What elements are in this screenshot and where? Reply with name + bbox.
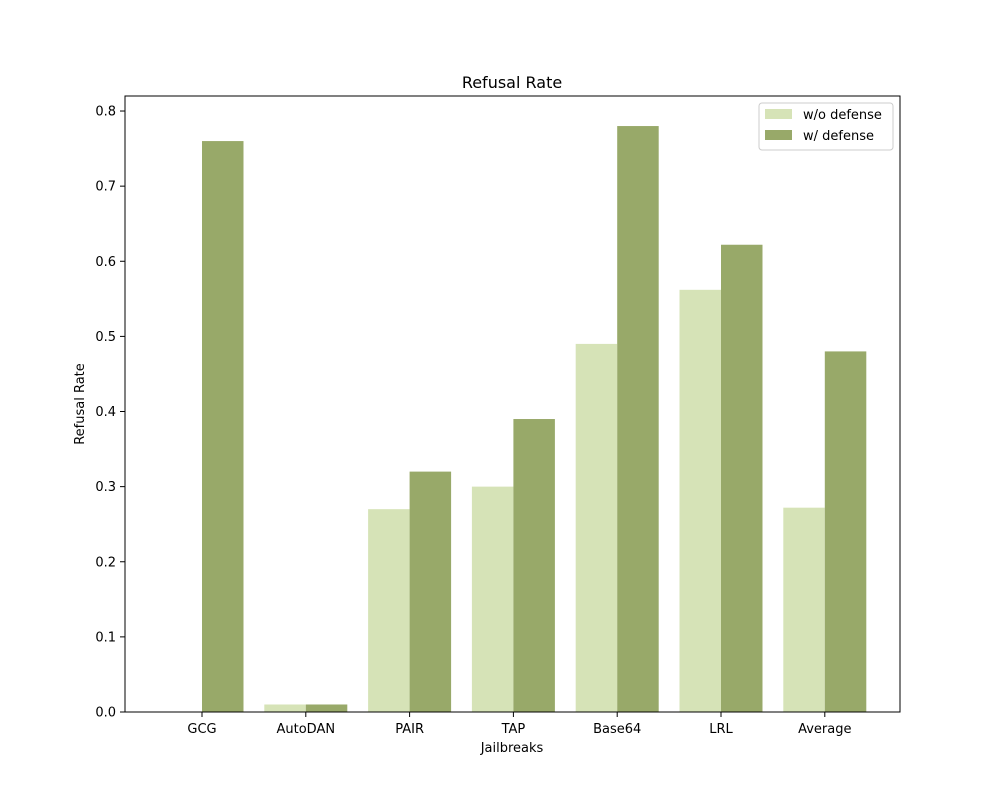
- bar-without-defense-pair: [368, 509, 410, 712]
- legend-label: w/ defense: [803, 129, 874, 144]
- y-tick-label: 0.4: [95, 405, 116, 420]
- plot-frame: [124, 95, 901, 713]
- legend-label: w/o defense: [803, 108, 882, 123]
- legend-box: [758, 102, 894, 151]
- bar-without-defense-lrl: [679, 289, 721, 712]
- bar-with-defense-lrl: [721, 244, 763, 713]
- bar-with-defense-base64: [617, 126, 659, 713]
- y-tick-label: 0.1: [95, 630, 116, 645]
- y-axis-title: Refusal Rate: [73, 363, 88, 445]
- bar-without-defense-average: [783, 507, 825, 712]
- bar-with-defense-gcg: [202, 141, 244, 712]
- x-tick-label: Base64: [593, 722, 641, 737]
- chart-title: Refusal Rate: [462, 73, 562, 92]
- y-tick-label: 0.0: [95, 706, 116, 721]
- y-axis: 0.0 0.1 0.2 0.3 0.4 0.5 0.6 0.7 0.8: [95, 105, 125, 721]
- y-tick-label: 0.3: [95, 480, 116, 495]
- bar-with-defense-pair: [409, 471, 452, 712]
- bar-without-defense-tap: [471, 486, 514, 712]
- legend: w/o defense w/ defense: [758, 102, 894, 151]
- legend-swatch: [765, 109, 792, 119]
- x-tick-label: AutoDAN: [277, 722, 336, 737]
- bar-with-defense-autodan: [305, 704, 348, 712]
- bar-without-defense-base64: [575, 343, 618, 712]
- bars-layer: [202, 126, 867, 713]
- legend-swatch: [765, 130, 792, 140]
- bar-with-defense-average: [824, 351, 867, 712]
- y-tick-label: 0.7: [95, 180, 116, 195]
- x-tick-label: TAP: [501, 722, 526, 737]
- bar-with-defense-tap: [513, 419, 555, 712]
- y-tick-label: 0.8: [95, 105, 116, 120]
- bar-without-defense-autodan: [264, 704, 306, 712]
- x-tick-label: LRL: [709, 722, 733, 737]
- y-tick-label: 0.6: [95, 255, 116, 270]
- x-axis: GCG AutoDAN PAIR TAP Base64 LRL Average: [187, 712, 851, 737]
- x-tick-label: GCG: [187, 722, 216, 737]
- y-tick-label: 0.2: [95, 555, 116, 570]
- x-tick-label: PAIR: [395, 722, 424, 737]
- y-tick-label: 0.5: [95, 330, 116, 345]
- x-axis-title: Jailbreaks: [480, 741, 544, 756]
- x-tick-label: Average: [798, 722, 851, 737]
